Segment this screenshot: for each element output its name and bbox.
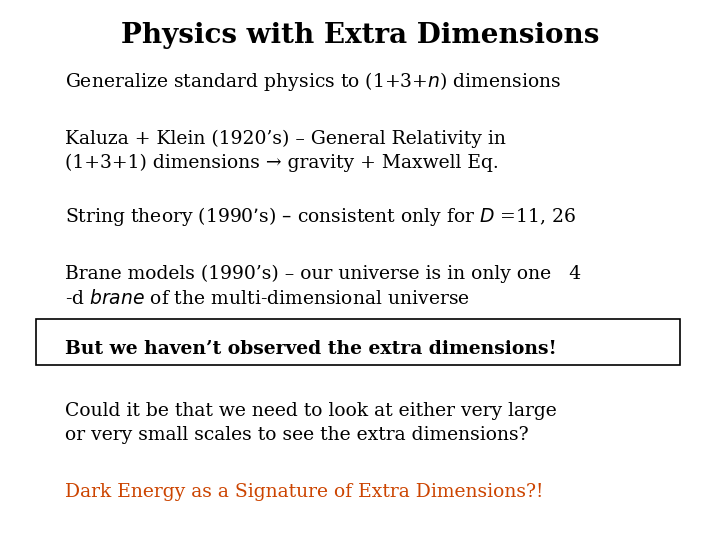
- FancyBboxPatch shape: [36, 319, 680, 364]
- Text: String theory (1990’s) – consistent only for $D$ =11, 26: String theory (1990’s) – consistent only…: [65, 205, 576, 228]
- Text: But we haven’t observed the extra dimensions!: But we haven’t observed the extra dimens…: [65, 340, 557, 358]
- Text: Generalize standard physics to (1+3+$n$) dimensions: Generalize standard physics to (1+3+$n$)…: [65, 70, 561, 93]
- Text: Kaluza + Klein (1920’s) – General Relativity in
(1+3+1) dimensions → gravity + M: Kaluza + Klein (1920’s) – General Relati…: [65, 130, 505, 172]
- Text: Could it be that we need to look at either very large
or very small scales to se: Could it be that we need to look at eith…: [65, 402, 557, 444]
- Text: Dark Energy as a Signature of Extra Dimensions?!: Dark Energy as a Signature of Extra Dime…: [65, 483, 543, 501]
- Text: Physics with Extra Dimensions: Physics with Extra Dimensions: [121, 22, 599, 49]
- Text: Brane models (1990’s) – our universe is in only one   4
-d $\it{brane}$ of the m: Brane models (1990’s) – our universe is …: [65, 265, 581, 308]
